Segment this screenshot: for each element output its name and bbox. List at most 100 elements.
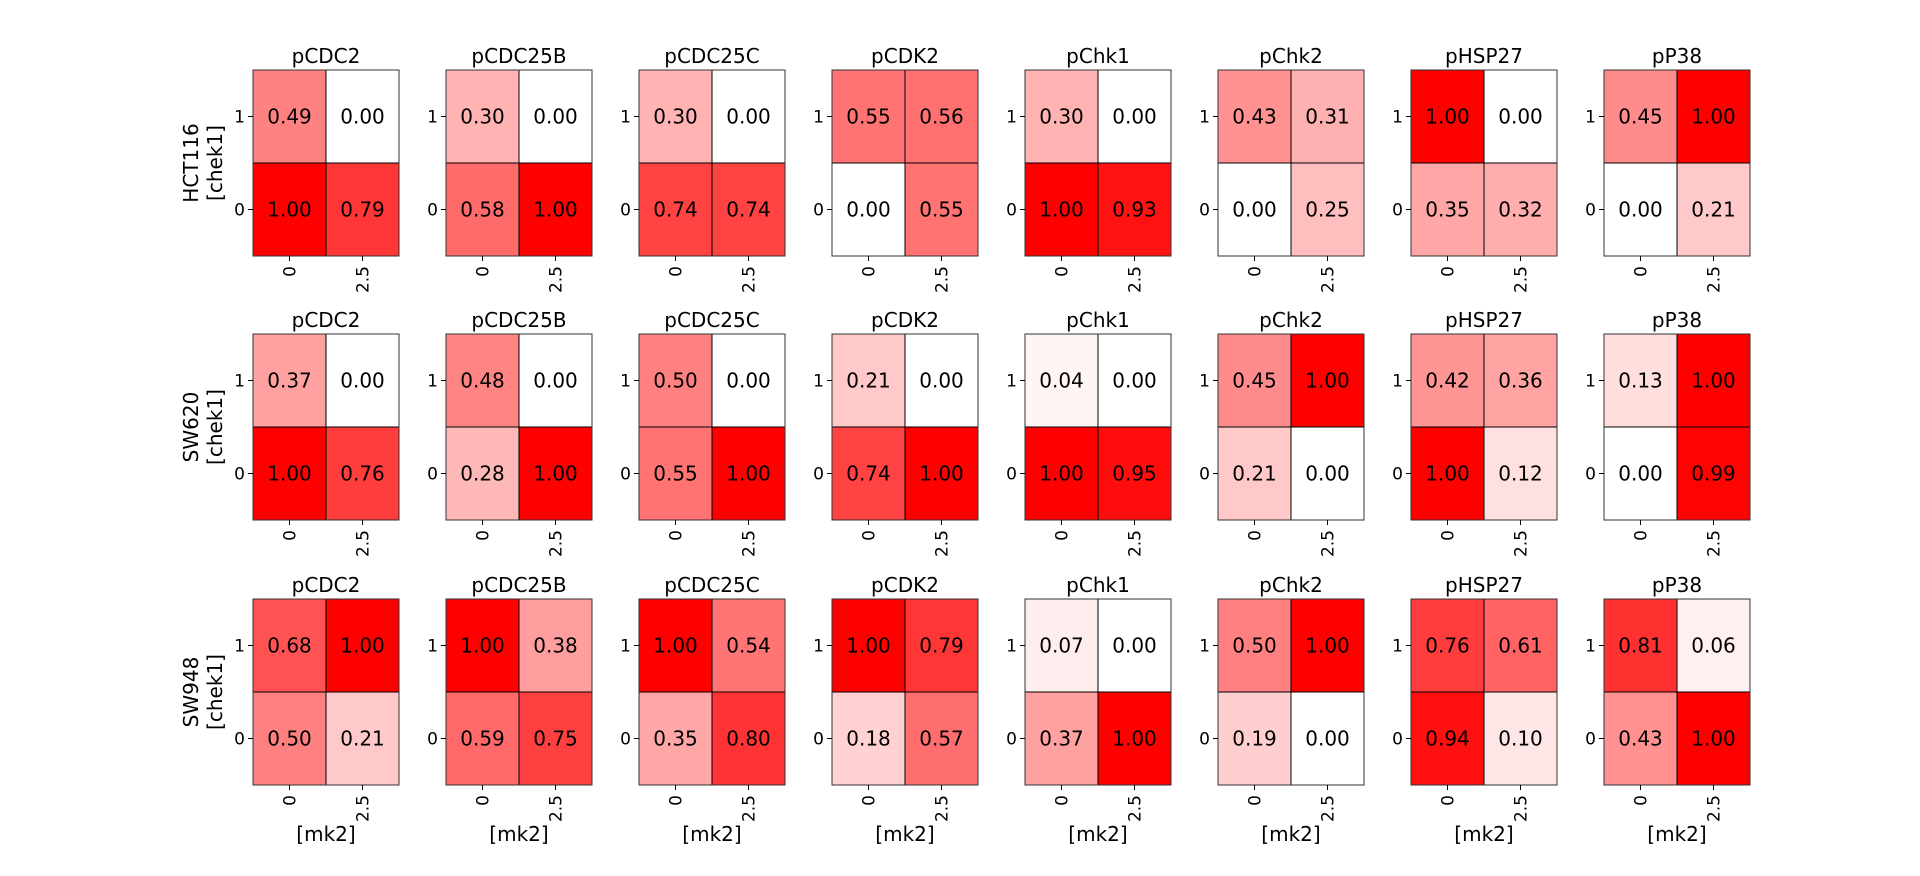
y-tick-label: 0 (1199, 465, 1210, 485)
y-tick-label: 0 (813, 201, 824, 221)
cell-value-label: 0.18 (846, 727, 891, 751)
x-tick-label: 2.5 (547, 530, 567, 557)
heatmap-cell (1483, 691, 1558, 786)
heatmap-cell (1024, 691, 1099, 786)
cell-value-label: 0.00 (1305, 462, 1350, 486)
heatmap-cell (1676, 162, 1751, 257)
panel-frame (1217, 333, 1365, 521)
heatmap-cell (831, 69, 906, 164)
heatmap-cell (638, 69, 713, 164)
cell-value-label: 0.55 (919, 198, 964, 222)
panel-title: pP38 (1652, 308, 1702, 332)
y-tick-label: 0 (1585, 465, 1596, 485)
panel-title: pChk1 (1066, 308, 1130, 332)
heatmap-cell (1676, 691, 1751, 786)
x-tick-label: 2.5 (740, 530, 760, 557)
x-axis-label: [mk2] (1261, 822, 1320, 846)
x-tick-label: 2.5 (547, 795, 567, 822)
cell-value-label: 1.00 (1305, 634, 1350, 658)
heatmap-cell (325, 69, 400, 164)
y-tick-label: 0 (427, 201, 438, 221)
panel-title: pCDC25B (471, 44, 566, 68)
cell-value-label: 0.00 (1618, 198, 1663, 222)
x-tick-label: 2.5 (1705, 530, 1725, 557)
cell-value-label: 0.00 (533, 369, 578, 393)
cell-value-label: 0.30 (653, 105, 698, 129)
x-tick-label: 2.5 (740, 795, 760, 822)
heatmap-cell (1676, 598, 1751, 693)
y-tick-label: 1 (1585, 372, 1596, 392)
panel-frame (1217, 598, 1365, 786)
x-tick-label: 2.5 (1319, 266, 1339, 293)
heatmap-cell (1217, 69, 1292, 164)
heatmap-cell (1217, 333, 1292, 428)
heatmap-cell (1603, 69, 1678, 164)
panel-frame (831, 69, 979, 257)
panel-frame (445, 598, 593, 786)
cell-value-label: 0.35 (1425, 198, 1470, 222)
heatmap-cell (1097, 691, 1172, 786)
heatmap-cell (1676, 333, 1751, 428)
x-tick-label: 2.5 (1512, 795, 1532, 822)
cell-value-label: 0.55 (846, 105, 891, 129)
x-tick-label: 2.5 (1319, 530, 1339, 557)
heatmap-cell (518, 333, 593, 428)
panel-frame (1024, 333, 1172, 521)
panel-frame (252, 69, 400, 257)
cell-value-label: 0.00 (1232, 198, 1277, 222)
panel-title: pHSP27 (1445, 573, 1523, 597)
x-tick-label: 0 (1246, 266, 1266, 277)
x-tick-label: 2.5 (547, 266, 567, 293)
heatmap-cell (252, 162, 327, 257)
y-tick-label: 0 (813, 465, 824, 485)
x-tick-label: 0 (1246, 530, 1266, 541)
x-tick-label: 2.5 (354, 266, 374, 293)
cell-value-label: 1.00 (1425, 105, 1470, 129)
cell-value-label: 1.00 (1305, 369, 1350, 393)
y-tick-label: 1 (1585, 637, 1596, 657)
y-tick-label: 1 (620, 637, 631, 657)
x-tick-label: 2.5 (1512, 266, 1532, 293)
cell-value-label: 1.00 (1691, 727, 1736, 751)
y-tick-label: 1 (1006, 372, 1017, 392)
cell-value-label: 1.00 (726, 462, 771, 486)
heatmap-cell (325, 162, 400, 257)
cell-value-label: 0.21 (1232, 462, 1277, 486)
panel-frame (1410, 598, 1558, 786)
panel-frame (831, 598, 979, 786)
heatmap-cell (711, 426, 786, 521)
cell-value-label: 0.00 (1618, 462, 1663, 486)
y-tick-label: 1 (427, 108, 438, 128)
cell-value-label: 1.00 (460, 634, 505, 658)
cell-value-label: 0.30 (460, 105, 505, 129)
cell-value-label: 0.00 (1112, 369, 1157, 393)
y-tick-label: 1 (620, 108, 631, 128)
cell-value-label: 0.07 (1039, 634, 1084, 658)
cell-value-label: 0.13 (1618, 369, 1663, 393)
y-tick-label: 0 (813, 730, 824, 750)
heatmap-cell (831, 162, 906, 257)
panel-frame (1024, 598, 1172, 786)
y-tick-label: 1 (1199, 637, 1210, 657)
row-label-cell-line: SW620 (179, 392, 203, 463)
x-axis-label: [mk2] (875, 822, 934, 846)
cell-value-label: 0.48 (460, 369, 505, 393)
cell-value-label: 0.00 (340, 105, 385, 129)
cell-value-label: 0.49 (267, 105, 312, 129)
x-tick-label: 2.5 (1319, 795, 1339, 822)
x-tick-label: 0 (281, 795, 301, 806)
cell-value-label: 0.79 (919, 634, 964, 658)
heatmap-cell (711, 69, 786, 164)
heatmap-cell (1483, 426, 1558, 521)
panel-frame (1603, 333, 1751, 521)
panel-frame (445, 333, 593, 521)
y-tick-label: 0 (427, 465, 438, 485)
x-tick-label: 0 (1632, 530, 1652, 541)
x-tick-label: 2.5 (1705, 266, 1725, 293)
panel-frame (1603, 598, 1751, 786)
row-label-chek1: [chek1] (203, 654, 227, 730)
cell-value-label: 1.00 (1691, 369, 1736, 393)
cell-value-label: 0.74 (846, 462, 891, 486)
cell-value-label: 0.00 (919, 369, 964, 393)
heatmap-cell (1676, 69, 1751, 164)
